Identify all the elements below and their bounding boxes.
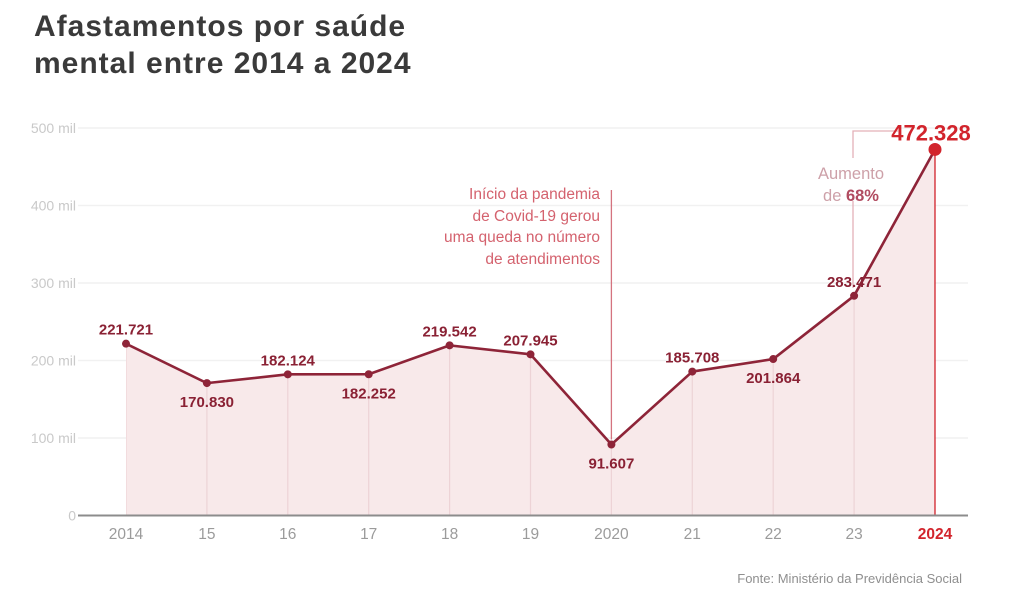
data-label: 221.721 (99, 322, 153, 339)
data-point (928, 142, 942, 156)
x-axis-label: 2024 (918, 526, 953, 543)
data-point (445, 341, 454, 350)
data-point (850, 291, 859, 300)
data-point (769, 355, 778, 364)
data-label: 207.945 (503, 332, 557, 349)
data-label: 182.124 (261, 352, 316, 369)
annotation-covid: Início da pandemia de Covid-19 gerou uma… (444, 186, 600, 268)
x-axis-label: 2014 (109, 526, 144, 543)
x-axis-label: 23 (845, 526, 862, 543)
data-label: 201.864 (746, 370, 801, 387)
data-label: 91.607 (588, 456, 634, 473)
data-point (283, 370, 292, 379)
data-point (202, 379, 211, 388)
increase-bracket (852, 130, 898, 288)
data-point (122, 339, 130, 348)
data-point (364, 370, 373, 379)
y-axis-label: 100 mil (31, 430, 76, 446)
y-axis-label: 300 mil (31, 275, 76, 291)
x-axis-label: 17 (360, 526, 377, 543)
x-axis-label: 18 (441, 526, 458, 543)
area-fill (126, 149, 935, 516)
increase-prefix: de (823, 187, 846, 205)
x-axis-label: 15 (198, 526, 215, 543)
y-axis-label: 500 mil (31, 120, 76, 136)
y-axis-label: 400 mil (31, 198, 76, 214)
source-note: Fonte: Ministério da Previdência Social (737, 571, 962, 586)
data-point (526, 350, 535, 359)
x-axis-label: 21 (684, 526, 701, 543)
increase-label-line1: Aumento (817, 165, 885, 183)
x-axis-label: 16 (279, 526, 296, 543)
data-point (607, 440, 616, 449)
x-axis-label: 22 (765, 526, 782, 543)
chart-title: Afastamentos por saúde mental entre 2014… (34, 10, 412, 80)
y-axis-label: 200 mil (31, 353, 76, 369)
data-label: 472.328 (891, 120, 971, 145)
annotation-increase: Aumento de 68% (797, 163, 905, 207)
increase-value: 68% (845, 187, 879, 205)
data-label: 283.471 (827, 274, 881, 291)
data-label: 219.542 (422, 323, 476, 340)
data-label: 182.252 (342, 385, 396, 402)
data-label: 170.830 (180, 394, 234, 411)
x-axis-label: 19 (522, 526, 539, 543)
y-axis-label: 0 (68, 508, 76, 524)
data-point (688, 367, 697, 376)
data-label: 185.708 (665, 350, 719, 367)
increase-label-line2: de 68% (797, 185, 905, 207)
x-axis-label: 2020 (594, 526, 629, 543)
